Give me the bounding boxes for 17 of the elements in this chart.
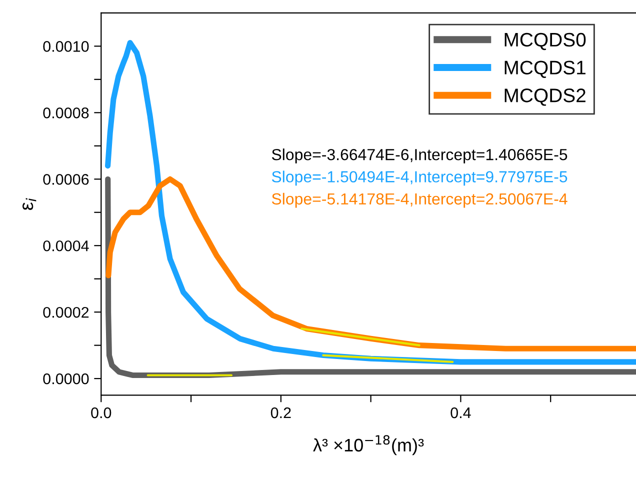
y-tick-label: 0.0004 — [43, 240, 89, 252]
legend-label: MCQDS2 — [504, 88, 586, 106]
x-axis-title: λ³ ×10$^{−18}$(m)³ — [313, 435, 424, 456]
legend-label: MCQDS1 — [504, 60, 586, 78]
x-tick-label: 0.2 — [270, 407, 291, 418]
y-tick-label: 0.0002 — [43, 306, 89, 318]
y-axis-title: ε$_{i}$ — [22, 198, 36, 210]
annotation: Slope=-5.14178E-4,Intercept=2.50067E-4 — [272, 192, 568, 208]
y-tick-label: 0.0010 — [43, 41, 89, 52]
annotation: Slope=-3.66474E-6,Intercept=1.40665E-5 — [272, 148, 568, 164]
legend-label: MCQDS0 — [504, 32, 586, 50]
annotation: Slope=-1.50494E-4,Intercept=9.77975E-5 — [272, 170, 568, 186]
x-tick-label: 0.0 — [91, 407, 112, 418]
y-tick-label: 0.0000 — [43, 373, 89, 384]
y-tick-label: 0.0008 — [43, 108, 89, 118]
y-tick-label: 0.0006 — [43, 174, 89, 185]
x-tick-label: 0.4 — [450, 407, 471, 418]
